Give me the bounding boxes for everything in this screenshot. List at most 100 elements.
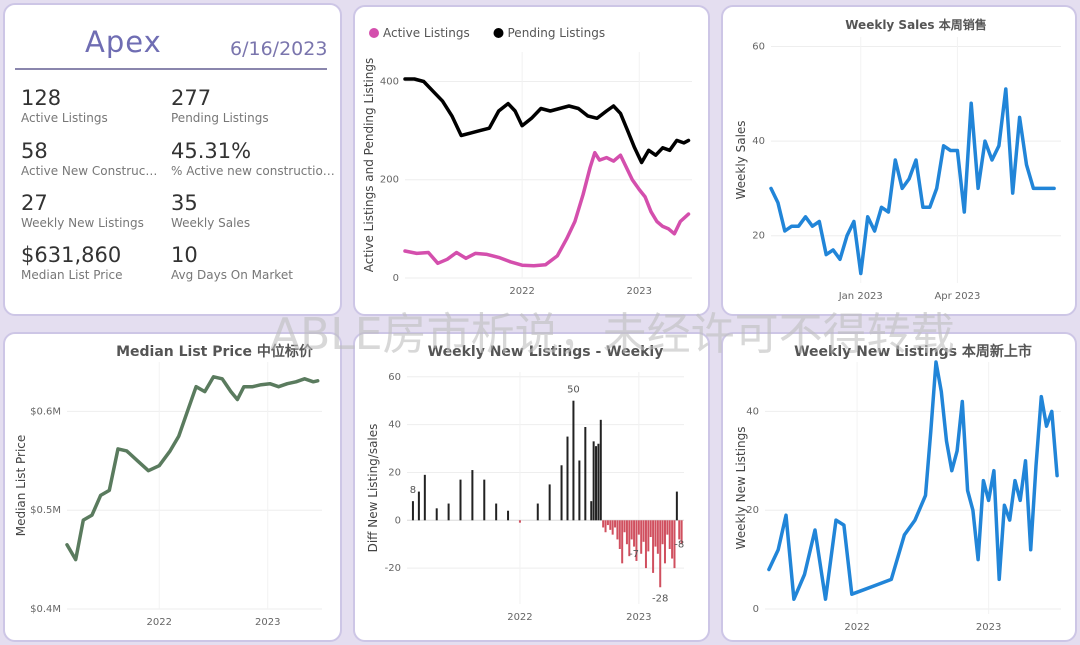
bar	[578, 460, 581, 521]
series-line	[65, 375, 320, 562]
y-tick-label: 20	[752, 231, 765, 242]
y-tick-label: 0	[395, 515, 401, 526]
bar	[597, 443, 600, 521]
x-tick-label: Apr 2023	[934, 291, 980, 302]
data-label: -7	[629, 549, 639, 560]
y-tick-label: 40	[746, 406, 759, 417]
kpi-value: 45.31%	[171, 139, 252, 163]
kpi-value: 128	[21, 86, 62, 110]
bar	[536, 503, 539, 521]
kpi-label: Avg Days On Market	[171, 268, 293, 282]
chart-title: Median List Price 中位标价	[116, 343, 314, 360]
bar	[611, 520, 614, 535]
median-list-price-svg: Median List Price 中位标价 $0.4M $0.5M $0.6M 202…	[14, 343, 322, 628]
x-tick-label: 2023	[255, 617, 280, 628]
brand-title: Apex	[85, 25, 162, 59]
bar	[423, 474, 426, 521]
weekly-sales-svg: Weekly Sales 本周销售 20 40 60 Jan 2023 Apr 2023 W…	[734, 17, 1061, 302]
bar	[630, 520, 633, 540]
bar	[483, 479, 486, 521]
kpi-label: % Active new constructions	[171, 164, 336, 178]
y-tick-label: $0.6M	[30, 406, 61, 417]
kpi-value: $631,860	[21, 243, 122, 267]
y-tick-label: 0	[753, 604, 759, 615]
bar	[666, 520, 669, 535]
bar	[668, 520, 671, 549]
bar	[572, 400, 575, 521]
x-tick-label: 2022	[507, 612, 532, 623]
bar	[518, 520, 521, 523]
report-date: 6/16/2023	[230, 38, 328, 60]
bar	[640, 520, 643, 554]
bar	[661, 520, 664, 545]
kpi-value: 277	[171, 86, 212, 110]
y-axis-label: Diff New Listing/sales	[366, 424, 380, 553]
kpi-weekly-sales: 35 Weekly Sales	[171, 191, 336, 231]
weekly-diff-bar-chart: Weekly New Listings - Weekly -20 0 20 40 60 20…	[353, 332, 710, 642]
y-tick-label: 20	[388, 467, 401, 478]
active-pending-listings-chart: Active Listings Pending Listings 0 200 400 20…	[353, 5, 710, 316]
x-tick-label: 2023	[626, 612, 651, 623]
x-tick-label: 2022	[844, 622, 869, 633]
bar	[411, 501, 414, 521]
weekly-diff-svg: Weekly New Listings - Weekly -20 0 20 40 60 20…	[366, 344, 684, 623]
kpi-avg-days-on-market: 10 Avg Days On Market	[171, 243, 336, 283]
x-tick-label: 2023	[976, 622, 1001, 633]
x-tick-label: 2022	[147, 617, 172, 628]
data-label: 50	[567, 385, 580, 396]
bar	[495, 503, 498, 521]
bar	[614, 520, 617, 528]
kpi-active-new-constructions: 58 Active New Constructions	[21, 139, 159, 179]
bar	[637, 520, 640, 535]
kpi-weekly-new-listings: 27 Weekly New Listings	[21, 191, 166, 231]
bar	[675, 491, 678, 521]
data-label: -28	[652, 593, 668, 604]
bar	[435, 508, 438, 521]
y-axis-label: Median List Price	[14, 435, 28, 537]
series-line	[403, 77, 691, 165]
series-line	[403, 150, 691, 268]
bar	[642, 520, 645, 542]
kpi-label: Weekly Sales	[171, 216, 251, 230]
legend-label: Pending Listings	[508, 26, 606, 40]
y-tick-label: $0.5M	[30, 505, 61, 516]
bar	[590, 501, 593, 521]
bar	[673, 520, 676, 569]
bar	[671, 520, 674, 559]
bar	[599, 419, 602, 521]
bar	[652, 520, 655, 573]
bar	[647, 520, 650, 552]
bar	[507, 510, 510, 521]
legend-label: Active Listings	[383, 26, 470, 40]
kpi-value: 35	[171, 191, 198, 215]
legend-marker	[493, 28, 504, 38]
y-tick-label: 200	[380, 175, 399, 186]
kpi-active-listings: 128 Active Listings	[21, 86, 166, 126]
kpi-median-list-price: $631,860 Median List Price	[21, 243, 166, 283]
kpi-label: Active New Constructions	[21, 164, 159, 178]
bar	[560, 465, 563, 521]
bar	[649, 520, 652, 538]
active-pending-listings-svg: Active Listings Pending Listings 0 200 400 20…	[362, 26, 692, 297]
data-label: 8	[410, 485, 416, 496]
y-axis-label: Weekly New Listings	[734, 427, 748, 550]
chart-title: Weekly Sales 本周销售	[845, 17, 987, 32]
bar	[592, 441, 595, 521]
bar	[659, 520, 662, 588]
bar	[644, 520, 647, 569]
y-axis-label: Active Listings and Pending Listings	[362, 58, 376, 273]
bar	[633, 520, 636, 547]
y-tick-label: 60	[752, 41, 765, 52]
x-tick-label: 2023	[627, 286, 652, 297]
kpi-label: Median List Price	[21, 268, 123, 282]
data-label: -8	[674, 539, 684, 550]
bar	[609, 520, 612, 530]
chart-title: Weekly New Listings 本周新上市	[794, 343, 1032, 360]
series-line	[767, 360, 1059, 601]
kpi-card: Apex 6/16/2023 128 Active Listings 277 P…	[3, 3, 342, 316]
x-tick-label: Jan 2023	[838, 291, 883, 302]
bar	[566, 436, 569, 521]
bar	[595, 446, 598, 521]
chart-title: Weekly New Listings - Weekly	[428, 344, 664, 360]
y-tick-label: 60	[388, 372, 401, 383]
